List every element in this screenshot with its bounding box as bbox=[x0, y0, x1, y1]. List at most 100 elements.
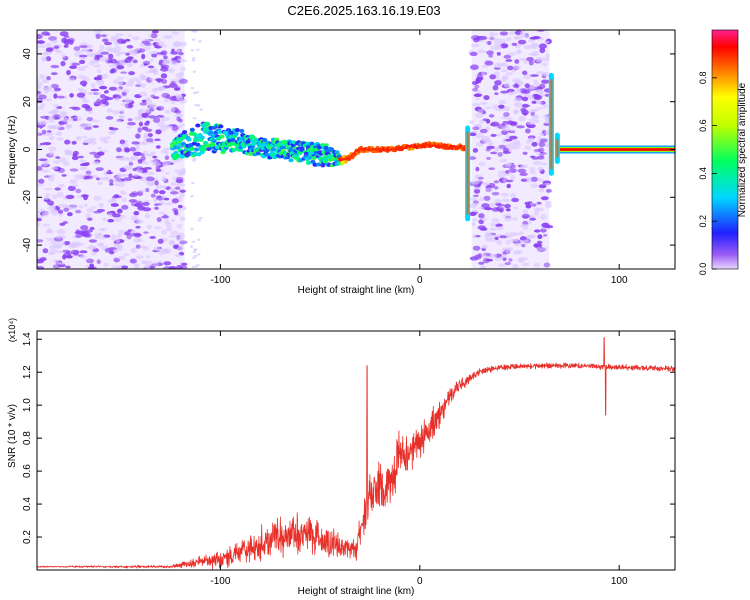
noise-blob bbox=[510, 91, 518, 95]
noise-blob bbox=[154, 38, 161, 42]
noise-blob bbox=[97, 49, 104, 53]
noise-blob bbox=[178, 78, 188, 84]
noise-blob bbox=[75, 188, 82, 194]
noise-blob bbox=[104, 89, 109, 93]
noise-blob bbox=[474, 93, 483, 97]
noise-blob bbox=[114, 178, 122, 183]
noise-blob bbox=[165, 202, 174, 206]
noise-blob bbox=[523, 74, 532, 80]
noise-blob bbox=[76, 92, 86, 98]
noise-blob bbox=[48, 136, 55, 141]
colorbar-label: Normalized spectral amplitude bbox=[737, 82, 748, 217]
noise-blob bbox=[156, 114, 165, 118]
noise-blob bbox=[105, 116, 114, 120]
noise-blob bbox=[517, 250, 523, 254]
noise-blob bbox=[37, 105, 44, 110]
noise-blob bbox=[128, 78, 135, 84]
noise-blob bbox=[179, 216, 186, 222]
noise-blob bbox=[142, 201, 150, 206]
colorbar-tick-label: 0.8 bbox=[698, 72, 708, 85]
noise-blob bbox=[177, 204, 183, 209]
noise-blob bbox=[58, 120, 65, 126]
noise-blob bbox=[540, 196, 549, 201]
noise-blob bbox=[131, 141, 140, 145]
noise-blob bbox=[514, 242, 521, 247]
noise-blob bbox=[81, 135, 88, 139]
signal-point bbox=[211, 138, 217, 143]
signal-track bbox=[170, 121, 470, 168]
signal-point bbox=[340, 160, 345, 166]
signal-point bbox=[208, 130, 214, 135]
noise-blob bbox=[479, 128, 488, 134]
noise-blob bbox=[56, 229, 66, 235]
noise-blob bbox=[65, 265, 71, 269]
colorbar-tick-label: 0.0 bbox=[698, 263, 708, 276]
noise-blob bbox=[112, 110, 120, 115]
noise-blob bbox=[107, 218, 114, 223]
noise-blob bbox=[500, 69, 509, 72]
noise-blob bbox=[543, 182, 552, 186]
noise-blob bbox=[536, 89, 544, 95]
noise-blob bbox=[46, 200, 55, 206]
noise-blob bbox=[533, 160, 542, 166]
noise-blob bbox=[162, 249, 172, 252]
noise-blob bbox=[512, 206, 518, 210]
noise-blob bbox=[130, 215, 139, 221]
noise-blob bbox=[522, 151, 528, 155]
noise-blob bbox=[517, 81, 525, 86]
noise-blob bbox=[111, 234, 116, 239]
noise-blob bbox=[536, 106, 544, 110]
noise-blob bbox=[86, 175, 94, 180]
y-tick-label: 1.0 bbox=[22, 398, 33, 412]
noise-blob bbox=[97, 74, 103, 78]
noise-blob bbox=[123, 231, 130, 236]
noise-blob bbox=[543, 57, 550, 62]
noise-blob bbox=[80, 225, 89, 231]
noise-blob bbox=[50, 166, 59, 170]
noise-blob bbox=[163, 60, 171, 65]
noise-blob bbox=[492, 84, 499, 91]
noise-blob bbox=[57, 262, 66, 265]
noise-blob bbox=[82, 140, 88, 143]
noise-blob bbox=[178, 71, 185, 76]
noise-blob bbox=[491, 191, 500, 196]
noise-blob bbox=[129, 49, 137, 54]
noise-blob bbox=[42, 248, 49, 254]
noise-blob bbox=[505, 59, 513, 62]
noise-blob bbox=[176, 182, 185, 187]
noise-blob bbox=[483, 195, 491, 201]
noise-blob bbox=[193, 30, 198, 33]
noise-blob bbox=[53, 87, 62, 92]
noise-blob bbox=[136, 200, 143, 204]
y-tick-label: 1.2 bbox=[22, 365, 33, 379]
noise-blob bbox=[145, 187, 150, 193]
noise-blob bbox=[473, 203, 479, 207]
noise-blob bbox=[120, 71, 128, 74]
snr-y-axis: 0.2 0.4 0.6 0.8 1.0 1.2 1.4 bbox=[22, 332, 675, 544]
noise-blob bbox=[41, 211, 50, 217]
noise-blob bbox=[37, 266, 45, 269]
noise-blob bbox=[154, 138, 161, 142]
noise-blob bbox=[472, 209, 478, 213]
noise-blob bbox=[78, 204, 83, 209]
noise-blob bbox=[170, 106, 176, 112]
noise-blob bbox=[46, 47, 55, 50]
noise-blob bbox=[542, 104, 548, 109]
noise-blob bbox=[141, 260, 147, 265]
noise-blob bbox=[157, 238, 164, 244]
noise-blob bbox=[485, 187, 494, 193]
noise-blob bbox=[497, 172, 506, 178]
noise-blob bbox=[522, 216, 529, 219]
noise-blob bbox=[138, 121, 143, 127]
noise-blob bbox=[45, 56, 52, 62]
noise-blob bbox=[530, 183, 539, 189]
signal-point bbox=[262, 137, 268, 142]
noise-blob bbox=[67, 37, 75, 43]
y-tick-label: 0.4 bbox=[22, 497, 33, 511]
noise-blob bbox=[128, 162, 134, 166]
noise-blob bbox=[115, 33, 124, 37]
noise-blob bbox=[507, 247, 514, 252]
noise-blob bbox=[499, 235, 508, 239]
noise-blob bbox=[135, 146, 141, 150]
y-tick-label: -20 bbox=[22, 190, 33, 205]
